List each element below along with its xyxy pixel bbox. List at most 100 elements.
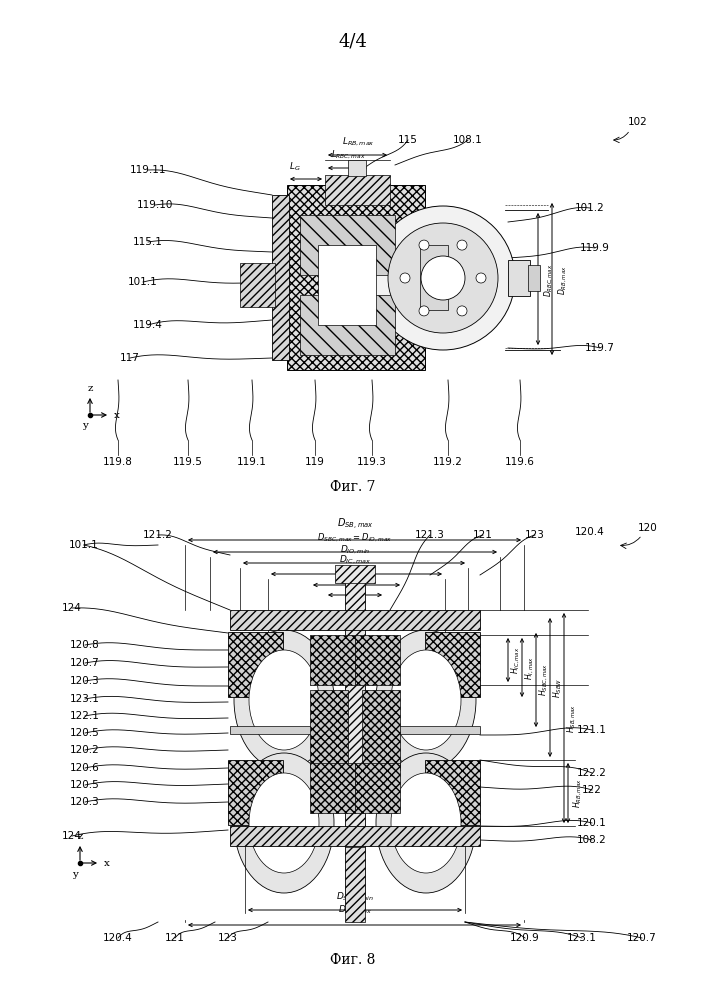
Text: y: y (72, 870, 78, 879)
Text: 119.10: 119.10 (137, 200, 173, 210)
Text: 120.5: 120.5 (70, 780, 100, 790)
Text: 120.3: 120.3 (70, 797, 100, 807)
Text: $D_{IC,min}$: $D_{IC,min}$ (341, 576, 369, 588)
Circle shape (388, 223, 498, 333)
Text: 119: 119 (305, 457, 325, 467)
Text: 120.7: 120.7 (70, 658, 100, 668)
Text: 121: 121 (473, 530, 493, 540)
Bar (325, 175, 390, 205)
Bar (272, 195, 289, 360)
Text: 115: 115 (398, 135, 418, 145)
Text: z: z (77, 832, 83, 841)
Text: 120: 120 (638, 523, 658, 533)
Text: $H_{I,max}$: $H_{I,max}$ (524, 656, 537, 680)
Text: $H_{SB,max}$: $H_{SB,max}$ (566, 703, 578, 733)
Ellipse shape (376, 630, 476, 770)
Text: 124: 124 (62, 603, 82, 613)
Bar (287, 185, 425, 370)
Text: 120.9: 120.9 (510, 933, 540, 943)
Text: 121: 121 (165, 933, 185, 943)
Ellipse shape (249, 773, 319, 873)
Text: 121.1: 121.1 (577, 725, 607, 735)
Ellipse shape (391, 650, 461, 750)
Text: 108.2: 108.2 (577, 835, 607, 845)
Text: 115.1: 115.1 (133, 237, 163, 247)
Text: Фиг. 7: Фиг. 7 (330, 480, 375, 494)
Text: $D_{RBC,max}$: $D_{RBC,max}$ (543, 263, 555, 297)
Bar (230, 826, 480, 846)
Text: $H_{SBC,max}$: $H_{SBC,max}$ (538, 664, 550, 696)
Bar (300, 215, 395, 275)
Bar (355, 635, 400, 685)
Text: 121.2: 121.2 (143, 530, 173, 540)
Bar (355, 763, 400, 813)
Text: 123.1: 123.1 (70, 694, 100, 704)
Bar (420, 245, 448, 310)
Text: 121.3: 121.3 (415, 530, 445, 540)
Bar (362, 690, 400, 770)
Bar (300, 295, 395, 355)
Bar (230, 726, 480, 734)
Bar (318, 245, 376, 325)
Circle shape (421, 256, 465, 300)
Bar (240, 263, 275, 307)
Text: 119.4: 119.4 (133, 320, 163, 330)
Text: 119.9: 119.9 (580, 243, 610, 253)
Text: 108.1: 108.1 (453, 135, 483, 145)
Text: $D_{SBW,min}$: $D_{SBW,min}$ (336, 891, 374, 903)
Text: 122: 122 (582, 785, 602, 795)
Text: y: y (82, 421, 88, 430)
Ellipse shape (376, 753, 476, 893)
Bar (348, 160, 366, 176)
Text: z: z (87, 384, 93, 393)
Text: 123.1: 123.1 (567, 933, 597, 943)
Text: 119.2: 119.2 (433, 457, 463, 467)
Circle shape (457, 306, 467, 316)
Text: $D_{SBC,min}$: $D_{SBC,min}$ (338, 565, 372, 577)
Text: 101.2: 101.2 (575, 203, 605, 213)
Ellipse shape (234, 753, 334, 893)
Bar (345, 847, 365, 922)
Text: 124: 124 (62, 831, 82, 841)
Circle shape (400, 273, 410, 283)
Text: 120.4: 120.4 (103, 933, 133, 943)
Text: 120.4: 120.4 (575, 527, 605, 537)
Text: $D_{RP,max}$: $D_{RP,max}$ (338, 904, 372, 916)
Text: 123: 123 (218, 933, 238, 943)
Bar (335, 565, 375, 583)
Text: $L_G$: $L_G$ (289, 160, 300, 173)
Bar (425, 760, 480, 825)
Bar (228, 760, 283, 825)
Ellipse shape (249, 650, 319, 750)
Bar (230, 610, 480, 630)
Text: Фиг. 8: Фиг. 8 (330, 953, 375, 967)
Bar (528, 265, 540, 291)
Text: $H_{RB,max}$: $H_{RB,max}$ (572, 778, 584, 808)
Text: 119.8: 119.8 (103, 457, 133, 467)
Text: 119.3: 119.3 (357, 457, 387, 467)
Text: $H_{SBW}$: $H_{SBW}$ (552, 678, 564, 698)
Text: $H_{IC,max}$: $H_{IC,max}$ (510, 646, 522, 674)
Text: 117: 117 (120, 353, 140, 363)
Text: 102: 102 (628, 117, 648, 127)
Text: $D_{RB,max}$: $D_{RB,max}$ (557, 265, 569, 295)
Text: 122.1: 122.1 (70, 711, 100, 721)
Text: x: x (114, 410, 120, 420)
Text: 119.6: 119.6 (505, 457, 535, 467)
Text: 122.2: 122.2 (577, 768, 607, 778)
Ellipse shape (391, 773, 461, 873)
Text: 101.1: 101.1 (69, 540, 99, 550)
Text: $D_{IO,min}$: $D_{IO,min}$ (340, 544, 370, 556)
Text: $D_{SB,max}$: $D_{SB,max}$ (337, 517, 373, 532)
Text: $D_{SBC,max} = D_{IO,max}$: $D_{SBC,max} = D_{IO,max}$ (317, 532, 392, 544)
Text: 4/4: 4/4 (339, 33, 368, 51)
Text: 123: 123 (525, 530, 545, 540)
Circle shape (371, 206, 515, 350)
Bar (310, 690, 348, 770)
Text: x: x (104, 858, 110, 867)
Text: 119.7: 119.7 (585, 343, 615, 353)
Bar (228, 632, 283, 697)
Bar (310, 763, 355, 813)
Text: $D_{IC,max}$: $D_{IC,max}$ (339, 554, 371, 566)
Text: 119.11: 119.11 (130, 165, 166, 175)
